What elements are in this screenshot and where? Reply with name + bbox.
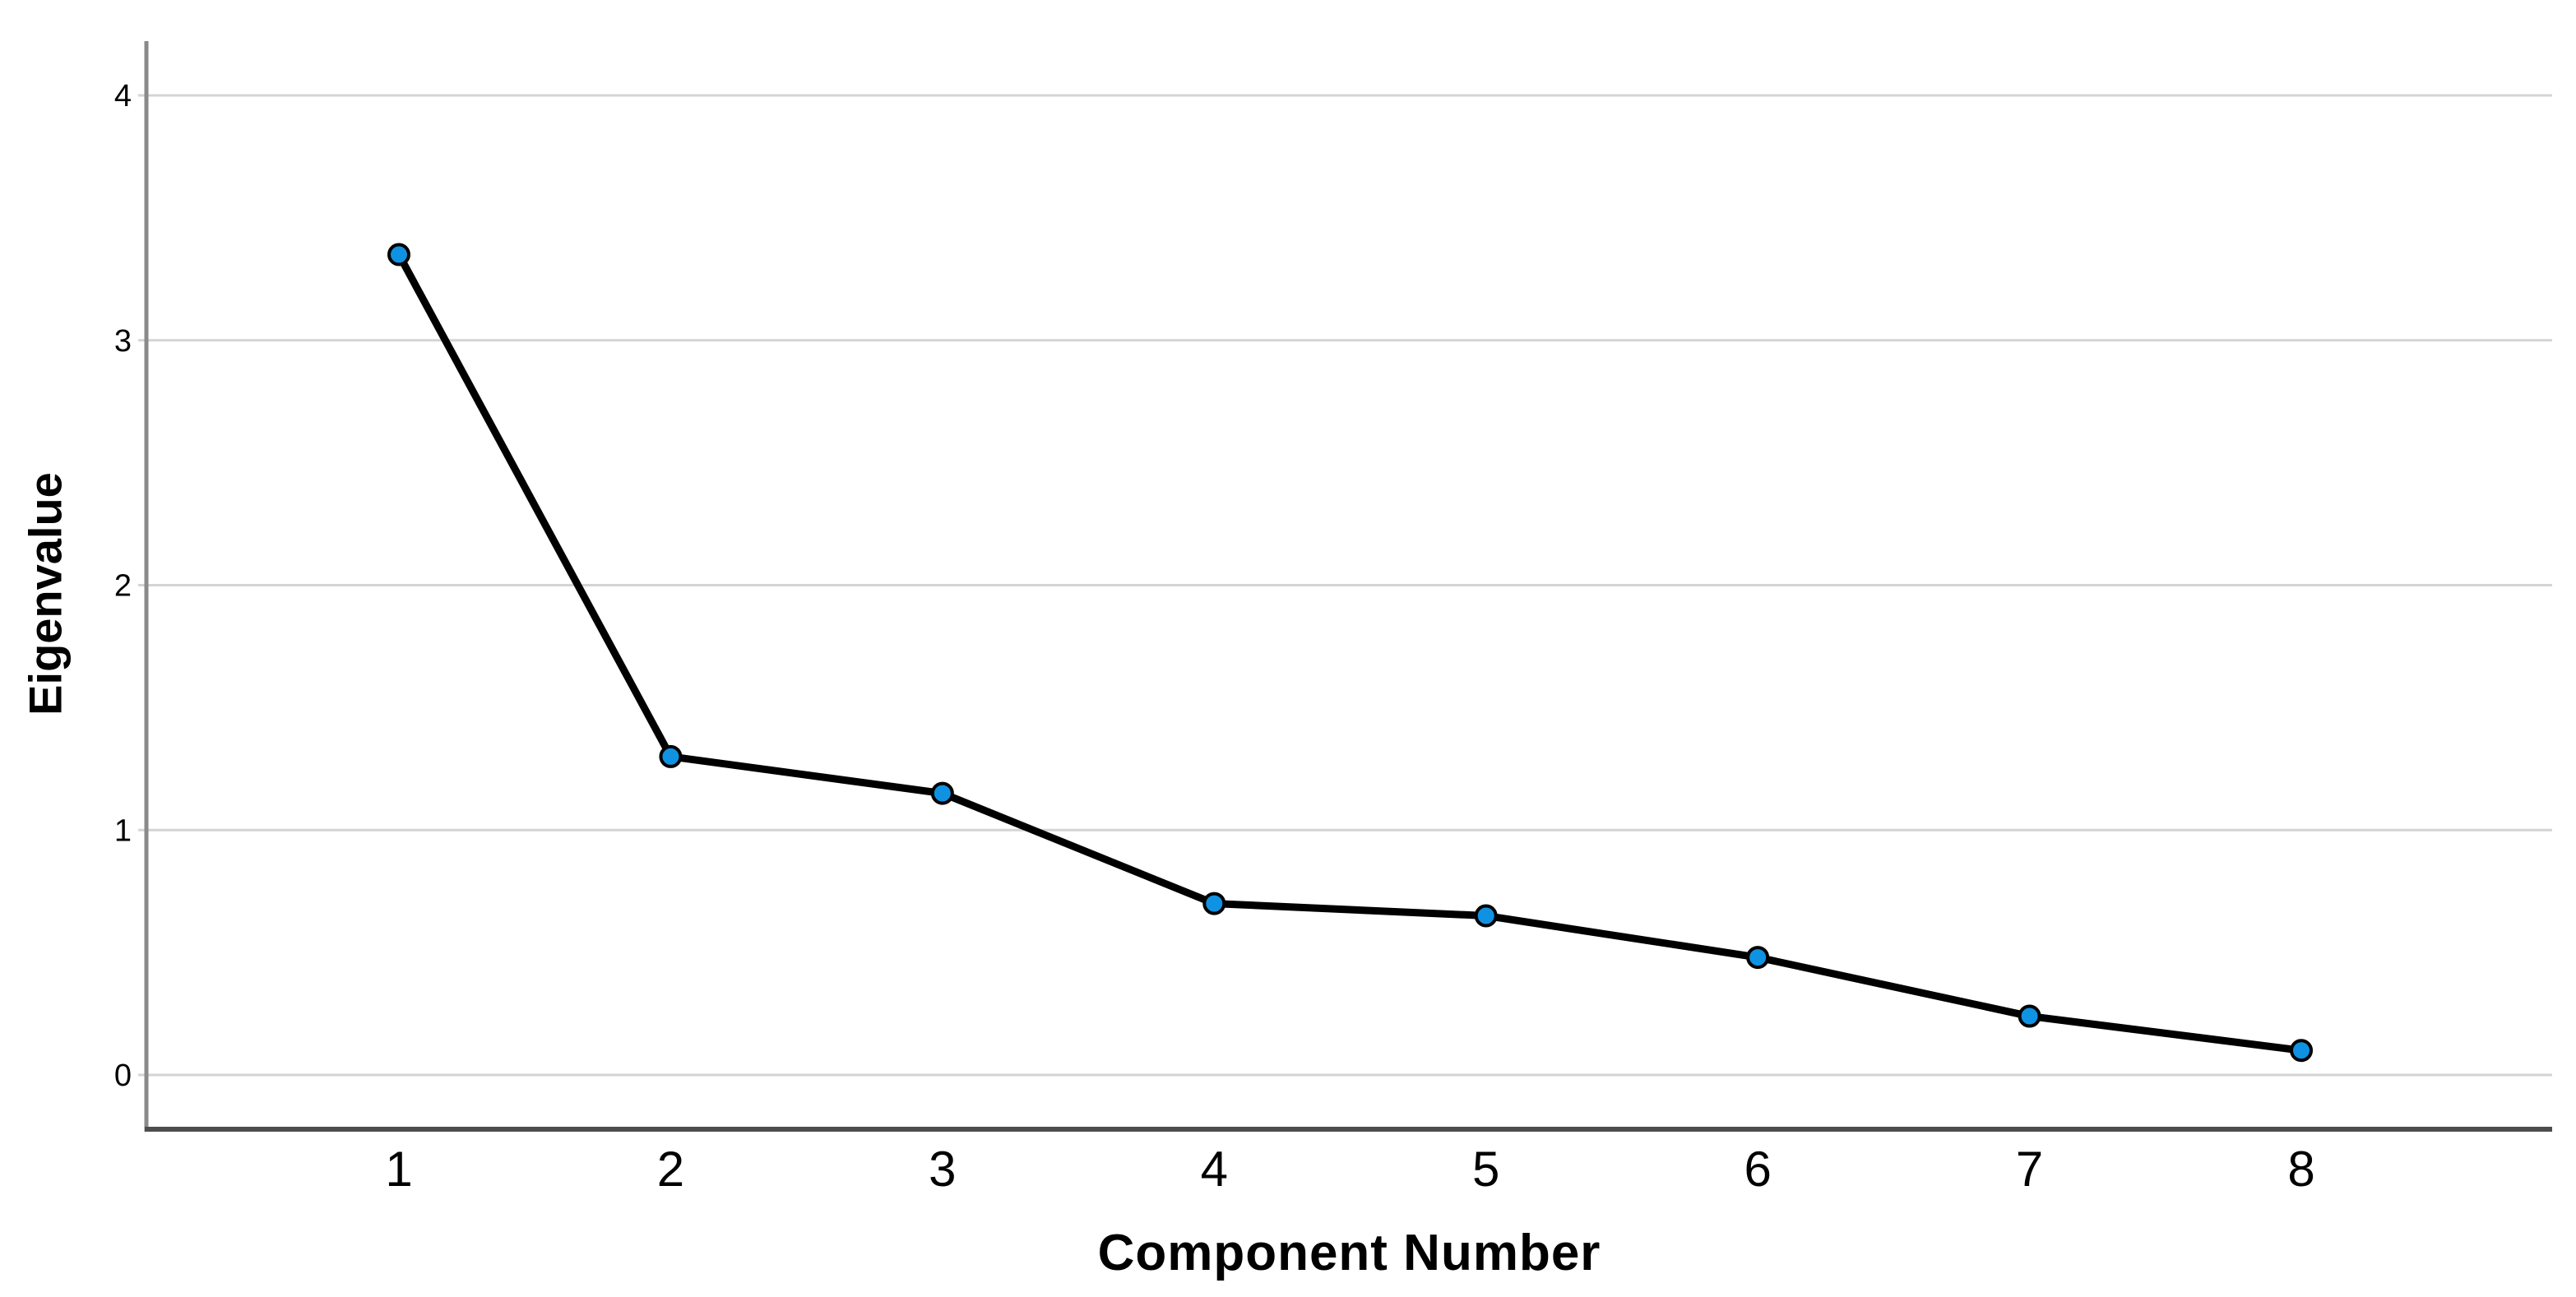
x-tick-label: 6 (1744, 1142, 1771, 1197)
data-point (1474, 904, 1498, 928)
data-point (2290, 1039, 2314, 1063)
x-tick-label: 7 (2016, 1142, 2043, 1197)
y-tick-label: 2 (114, 569, 132, 604)
x-tick-label: 4 (1201, 1142, 1228, 1197)
y-tick-label: 1 (114, 813, 132, 848)
x-axis-title: Component Number (1097, 1225, 1601, 1281)
y-axis-title: Eigenvalue (19, 472, 72, 716)
y-tick-label: 0 (114, 1058, 132, 1093)
data-point (1202, 892, 1226, 915)
x-tick-label: 1 (385, 1142, 412, 1197)
data-point (387, 243, 410, 266)
y-tick-label: 3 (114, 324, 132, 359)
y-tick-label: 4 (114, 79, 132, 113)
x-tick-label: 8 (2287, 1142, 2314, 1197)
data-point (2018, 1004, 2041, 1028)
x-tick-label: 2 (657, 1142, 684, 1197)
data-point (659, 744, 683, 768)
x-tick-label: 5 (1472, 1142, 1499, 1197)
data-point (930, 781, 954, 805)
scree-line (396, 252, 2302, 1054)
data-point (1746, 946, 1770, 970)
x-tick-label: 3 (929, 1142, 956, 1197)
